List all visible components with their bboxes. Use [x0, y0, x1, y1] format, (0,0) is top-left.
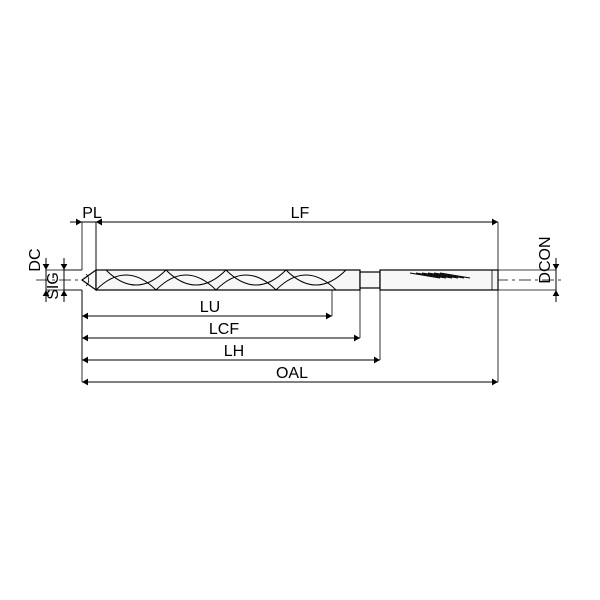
label-lh: LH	[224, 343, 244, 360]
label-pl: PL	[82, 205, 102, 222]
label-oal: OAL	[276, 365, 308, 382]
drill-neck	[360, 272, 380, 288]
label-dcon: DCON	[537, 236, 554, 283]
label-lf: LF	[291, 205, 310, 222]
dimension-layer	[43, 219, 560, 386]
label-sig: SIG	[45, 272, 62, 300]
label-dc: DC	[27, 248, 44, 271]
label-lcf: LCF	[209, 321, 239, 338]
drill-shank	[380, 270, 498, 290]
label-lu: LU	[200, 299, 220, 316]
drill-dimension-diagram: LF PL LU LCF LH OAL DC SIG DCON	[0, 0, 600, 600]
